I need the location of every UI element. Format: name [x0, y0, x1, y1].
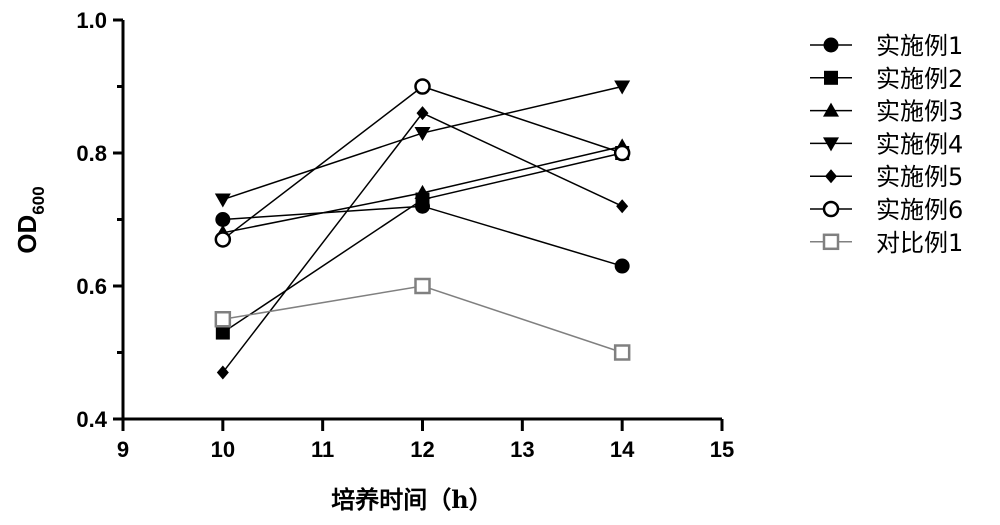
series-4 [214, 80, 631, 208]
data-point [215, 325, 230, 340]
legend-label: 实施例5 [876, 163, 963, 191]
y-axis-title: OD600 [12, 186, 48, 253]
data-point [214, 311, 232, 328]
y-tick-label: 1.0 [76, 8, 107, 33]
x-tick-label: 10 [211, 437, 235, 462]
legend-marker [824, 70, 838, 85]
series-5 [216, 106, 629, 380]
series-1 [215, 198, 630, 274]
data-point [214, 193, 231, 208]
legend-item: 实施例3 [810, 98, 963, 126]
legend-item: 实施例1 [810, 32, 963, 60]
legend-label: 实施例3 [876, 98, 963, 126]
legend: 实施例1 实施例2 实施例3 实施例4 实施例5 实施例6 对比例1 [810, 32, 963, 257]
series-layer [214, 78, 631, 380]
data-point [614, 80, 631, 95]
data-point [414, 127, 431, 142]
x-tick-label: 14 [610, 437, 635, 462]
legend-marker [823, 102, 839, 117]
x-tick-label: 11 [311, 437, 334, 462]
legend-label: 实施例1 [876, 32, 963, 60]
series-line [222, 85, 623, 201]
series-line [222, 205, 623, 267]
y-tick-label: 0.8 [76, 141, 107, 166]
legend-label: 实施例4 [876, 130, 963, 158]
data-point [414, 277, 431, 295]
x-tick-label: 12 [410, 437, 434, 462]
legend-marker [822, 233, 840, 251]
legend-item: 对比例1 [810, 229, 963, 257]
legend-item: 实施例5 [810, 163, 963, 191]
data-point [215, 212, 231, 227]
data-point [216, 365, 229, 380]
x-axis-title: 培养时间（h） [331, 485, 492, 514]
legend-item: 实施例6 [810, 196, 963, 224]
legend-marker [825, 169, 837, 184]
data-point [214, 231, 232, 248]
y-tick-label: 0.6 [76, 274, 107, 299]
x-tick-label: 15 [710, 437, 734, 462]
data-point [616, 199, 629, 214]
series-3 [214, 138, 631, 239]
legend-marker [823, 37, 839, 53]
legend-label: 实施例6 [876, 196, 963, 224]
data-point [614, 258, 630, 274]
legend-item: 实施例2 [810, 65, 963, 93]
ticks: 0.4 0.6 0.8 1.0 9 10 11 12 13 14 15 [76, 8, 734, 462]
data-point [414, 184, 431, 199]
x-tick-label: 9 [117, 437, 129, 462]
data-point [613, 144, 631, 162]
legend-marker [823, 137, 839, 152]
series-line [222, 112, 623, 373]
y-tick-label: 0.4 [76, 407, 107, 432]
x-tick-label: 13 [510, 437, 534, 462]
series-line [222, 285, 623, 354]
legend-item: 实施例4 [810, 130, 963, 158]
data-point [416, 106, 429, 121]
legend-marker [822, 200, 840, 218]
legend-label: 实施例2 [876, 65, 963, 93]
legend-label: 对比例1 [876, 229, 963, 257]
data-point [414, 78, 431, 95]
data-point [613, 344, 631, 361]
series-6 [214, 78, 631, 248]
series-7 [214, 277, 631, 361]
